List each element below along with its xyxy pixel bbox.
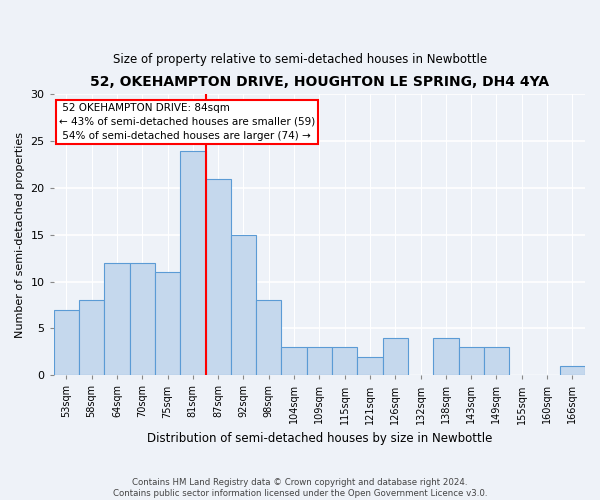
- Bar: [433, 338, 458, 376]
- Bar: [180, 150, 206, 376]
- Bar: [79, 300, 104, 376]
- Text: Contains HM Land Registry data © Crown copyright and database right 2024.
Contai: Contains HM Land Registry data © Crown c…: [113, 478, 487, 498]
- Bar: [332, 347, 358, 376]
- Text: 52 OKEHAMPTON DRIVE: 84sqm 
← 43% of semi-detached houses are smaller (59)
 54% : 52 OKEHAMPTON DRIVE: 84sqm ← 43% of semi…: [59, 103, 315, 141]
- Text: Size of property relative to semi-detached houses in Newbottle: Size of property relative to semi-detach…: [113, 52, 487, 66]
- Bar: [54, 310, 79, 376]
- Bar: [484, 347, 509, 376]
- Bar: [155, 272, 180, 376]
- Bar: [256, 300, 281, 376]
- Bar: [206, 178, 231, 376]
- Bar: [281, 347, 307, 376]
- X-axis label: Distribution of semi-detached houses by size in Newbottle: Distribution of semi-detached houses by …: [146, 432, 492, 445]
- Title: 52, OKEHAMPTON DRIVE, HOUGHTON LE SPRING, DH4 4YA: 52, OKEHAMPTON DRIVE, HOUGHTON LE SPRING…: [90, 75, 549, 89]
- Y-axis label: Number of semi-detached properties: Number of semi-detached properties: [15, 132, 25, 338]
- Bar: [458, 347, 484, 376]
- Bar: [307, 347, 332, 376]
- Bar: [130, 263, 155, 376]
- Bar: [358, 356, 383, 376]
- Bar: [383, 338, 408, 376]
- Bar: [231, 235, 256, 376]
- Bar: [104, 263, 130, 376]
- Bar: [560, 366, 585, 376]
